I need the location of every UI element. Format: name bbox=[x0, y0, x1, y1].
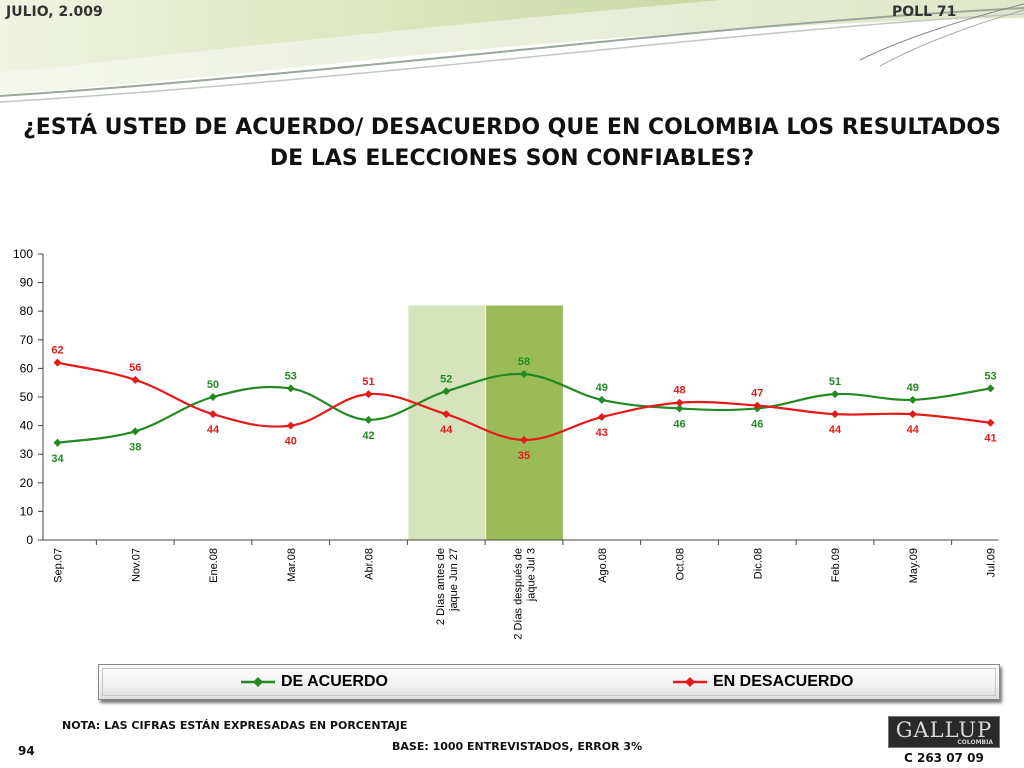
poll-label: POLL 71 bbox=[892, 4, 957, 20]
data-label: 40 bbox=[285, 436, 297, 448]
data-label: 38 bbox=[129, 441, 141, 453]
document-code: C 263 07 09 bbox=[904, 751, 984, 765]
legend: DE ACUERDO EN DESACUERDO bbox=[98, 664, 1000, 700]
data-label: 51 bbox=[362, 376, 374, 388]
data-label: 52 bbox=[440, 373, 452, 385]
line-chart: 0 10 20 30 40 50 60 70 80 90 100 Sep.07 Nov.07 Ene.08… bbox=[13, 247, 999, 640]
logo-name: GALLUP bbox=[895, 718, 993, 742]
data-point bbox=[520, 435, 528, 444]
data-label: 58 bbox=[518, 356, 530, 368]
y-tick-label: 100 bbox=[13, 247, 33, 261]
data-label: 53 bbox=[984, 370, 996, 382]
legend-item-de-acuerdo: DE ACUERDO bbox=[241, 665, 388, 699]
x-tick-label: Sep.07 bbox=[53, 548, 65, 583]
y-tick-label: 20 bbox=[20, 476, 34, 490]
data-point bbox=[986, 384, 995, 393]
data-label: 35 bbox=[518, 450, 530, 462]
header-swoosh bbox=[0, 0, 1024, 103]
data-point bbox=[908, 410, 917, 419]
data-point bbox=[442, 387, 451, 396]
data-label: 51 bbox=[829, 376, 841, 388]
y-tick-label: 30 bbox=[20, 447, 34, 461]
data-point bbox=[131, 375, 140, 384]
data-point bbox=[442, 410, 451, 419]
y-tick-label: 10 bbox=[20, 504, 34, 518]
legend-marker-red bbox=[673, 677, 707, 687]
data-label: 53 bbox=[285, 370, 297, 382]
data-point bbox=[520, 370, 528, 379]
data-label: 49 bbox=[596, 382, 608, 394]
data-point bbox=[597, 395, 606, 404]
data-label: 44 bbox=[207, 424, 220, 436]
highlight-band bbox=[408, 305, 486, 540]
x-tick-label: Nov.07 bbox=[130, 548, 142, 582]
x-tick-label: jaque Jun 27 bbox=[448, 548, 460, 612]
data-point bbox=[131, 427, 140, 436]
y-tick-label: 0 bbox=[26, 533, 33, 547]
note-text: NOTA: LAS CIFRAS ESTÁN EXPRESADAS EN POR… bbox=[62, 719, 408, 732]
x-tick-label: jaque Jul 3 bbox=[526, 548, 538, 602]
y-tick-label: 70 bbox=[20, 333, 34, 347]
legend-label: DE ACUERDO bbox=[281, 673, 388, 690]
data-label: 44 bbox=[907, 424, 920, 436]
data-point bbox=[286, 421, 295, 430]
logo-sub: COLOMBIA bbox=[957, 739, 993, 746]
x-tick-label: Jul.09 bbox=[986, 548, 998, 577]
data-point bbox=[831, 390, 839, 399]
data-label: 49 bbox=[907, 382, 919, 394]
x-tick-label: Mar.08 bbox=[286, 548, 298, 582]
chart-title: ¿ESTÁ USTED DE ACUERDO/ DESACUERDO QUE E… bbox=[23, 115, 1001, 171]
date-label: JULIO, 2.009 bbox=[6, 4, 103, 20]
legend-item-en-desacuerdo: EN DESACUERDO bbox=[673, 665, 853, 699]
base-text: BASE: 1000 ENTREVISTADOS, ERROR 3% bbox=[392, 740, 643, 753]
data-point bbox=[597, 413, 606, 422]
data-point bbox=[908, 395, 917, 404]
data-label: 46 bbox=[673, 418, 685, 430]
data-point bbox=[753, 401, 762, 410]
x-tick-label: May.09 bbox=[908, 548, 920, 583]
data-point bbox=[675, 404, 684, 413]
data-label: 48 bbox=[673, 385, 685, 397]
data-point bbox=[831, 410, 839, 419]
data-label: 44 bbox=[440, 424, 453, 436]
page-number: 94 bbox=[18, 744, 35, 758]
data-point bbox=[53, 358, 62, 367]
x-tick-label: Dic.08 bbox=[752, 548, 764, 579]
highlight-band bbox=[486, 305, 563, 540]
x-tick-label: Oct.08 bbox=[675, 548, 687, 580]
data-label: 43 bbox=[596, 427, 608, 439]
gallup-logo: GALLUP COLOMBIA bbox=[888, 716, 1000, 748]
data-label: 41 bbox=[984, 433, 996, 445]
y-tick-label: 90 bbox=[20, 276, 34, 290]
data-label: 44 bbox=[829, 424, 842, 436]
legend-marker-green bbox=[241, 677, 275, 687]
legend-label: EN DESACUERDO bbox=[713, 673, 854, 690]
y-tick-label: 60 bbox=[20, 361, 34, 375]
x-tick-label: Ene.08 bbox=[208, 548, 220, 583]
data-label: 62 bbox=[51, 345, 63, 357]
x-tick-label: Feb.09 bbox=[830, 548, 842, 582]
x-tick-label: 2 Días después de bbox=[513, 548, 525, 640]
data-label: 46 bbox=[751, 418, 763, 430]
data-label: 50 bbox=[207, 379, 219, 391]
y-tick-label: 50 bbox=[20, 390, 34, 404]
data-label: 34 bbox=[51, 453, 64, 465]
data-label: 56 bbox=[129, 362, 141, 374]
x-tick-label: 2 Días antes de bbox=[435, 548, 447, 625]
data-point bbox=[209, 410, 217, 419]
data-point bbox=[364, 415, 373, 424]
data-label: 42 bbox=[362, 430, 374, 442]
y-tick-label: 80 bbox=[20, 304, 34, 318]
x-tick-label: Abr.08 bbox=[364, 548, 376, 580]
data-point bbox=[53, 438, 62, 447]
x-tick-label: Ago.08 bbox=[597, 548, 609, 583]
data-point bbox=[286, 384, 295, 393]
data-label: 47 bbox=[751, 388, 763, 400]
data-point bbox=[209, 393, 217, 401]
data-point bbox=[364, 390, 373, 399]
data-point bbox=[986, 418, 995, 427]
y-tick-label: 40 bbox=[20, 419, 34, 433]
data-point bbox=[675, 398, 684, 407]
